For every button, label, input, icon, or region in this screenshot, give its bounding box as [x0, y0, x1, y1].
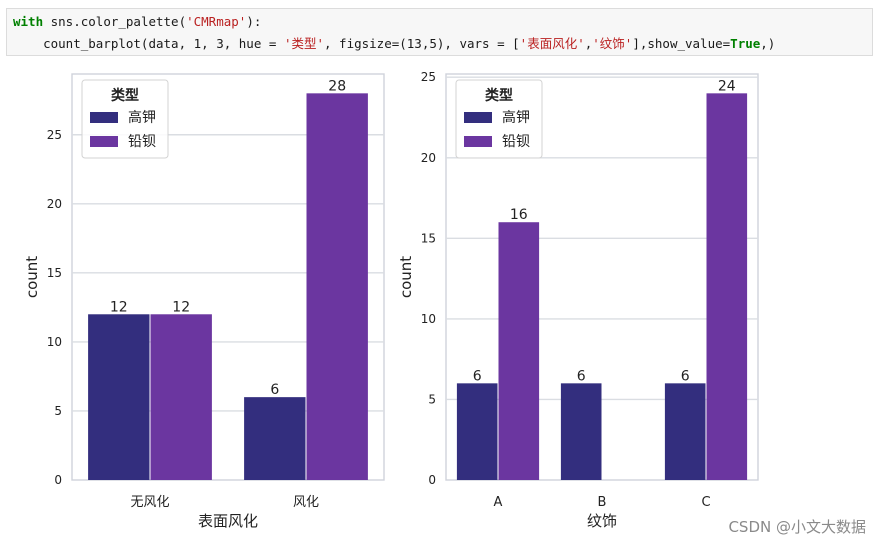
code-text: sns.color_palette( [43, 14, 187, 29]
y-tick-label: 10 [47, 335, 62, 349]
x-tick-label: A [494, 495, 503, 510]
x-tick-label: B [598, 495, 607, 510]
bar [150, 314, 212, 480]
legend-title: 类型 [485, 87, 513, 104]
bar [244, 397, 306, 480]
legend-swatch [90, 112, 118, 123]
code-text: ],show_value= [632, 36, 731, 51]
legend-swatch [464, 112, 492, 123]
legend-label: 铅钡 [128, 134, 156, 150]
bar [560, 383, 602, 480]
code-line-1: with sns.color_palette('CMRmap'): [13, 14, 261, 29]
code-string: 'CMRmap' [186, 14, 247, 29]
bar-value-label: 12 [110, 299, 128, 315]
code-string: '纹饰' [592, 36, 633, 51]
y-tick-label: 5 [428, 392, 436, 406]
bar-value-label: 6 [473, 368, 482, 384]
code-string: '类型' [283, 36, 324, 51]
y-tick-label: 25 [47, 128, 62, 142]
bar-value-label: 28 [328, 78, 346, 94]
y-tick-label: 20 [421, 151, 436, 165]
bar [306, 93, 368, 480]
bar [498, 222, 540, 480]
code-string: '表面风化' [519, 36, 585, 51]
x-axis-label: 纹饰 [587, 512, 617, 530]
x-axis-label: 表面风化 [198, 512, 258, 530]
code-text: , [584, 36, 593, 51]
code-line-2: count_barplot(data, 1, 3, hue = '类型', fi… [13, 33, 775, 52]
y-tick-label: 15 [47, 266, 62, 280]
bar-value-label: 6 [270, 382, 279, 398]
y-tick-label: 25 [421, 70, 436, 84]
legend-label: 铅钡 [502, 134, 530, 150]
y-axis-label: count [23, 256, 41, 298]
code-text: ,) [760, 36, 776, 51]
bar [706, 93, 748, 480]
legend-swatch [464, 136, 492, 147]
code-text: , figsize=(13,5), vars = [ [324, 36, 520, 51]
code-cell[interactable]: with sns.color_palette('CMRmap'): count_… [6, 8, 873, 56]
code-keyword-true: True [730, 36, 761, 51]
y-tick-label: 0 [54, 473, 62, 487]
x-tick-label: C [701, 495, 710, 510]
bar [456, 383, 498, 480]
x-tick-label: 风化 [293, 495, 319, 510]
code-text: ): [246, 14, 262, 29]
y-tick-label: 0 [428, 473, 436, 487]
legend-swatch [90, 136, 118, 147]
watermark: CSDN @小文大数据 [728, 518, 866, 536]
legend-label: 高钾 [128, 109, 156, 126]
bar-value-label: 12 [172, 299, 190, 315]
code-keyword-with: with [13, 14, 44, 29]
y-axis-label: count [397, 256, 415, 298]
bar [88, 314, 150, 480]
y-tick-label: 20 [47, 197, 62, 211]
bar [664, 383, 706, 480]
y-tick-label: 10 [421, 312, 436, 326]
bar-value-label: 6 [577, 368, 586, 384]
code-text: count_barplot(data, 1, 3, hue = [13, 36, 284, 51]
legend-label: 高钾 [502, 109, 530, 126]
bar-value-label: 16 [510, 207, 528, 223]
x-tick-label: 无风化 [130, 495, 169, 510]
bar-value-label: 6 [681, 368, 690, 384]
y-tick-label: 15 [421, 231, 436, 245]
y-tick-label: 5 [54, 404, 62, 418]
bar-value-label: 24 [718, 78, 736, 94]
legend-title: 类型 [111, 87, 139, 104]
